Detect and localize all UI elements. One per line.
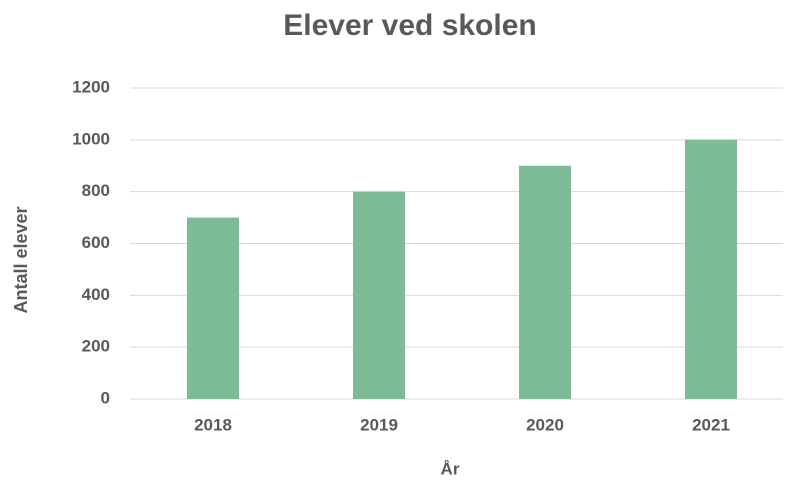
y-tick-label: 200 bbox=[82, 337, 110, 356]
bar bbox=[353, 191, 405, 399]
y-tick-label: 400 bbox=[82, 285, 110, 304]
x-tick-label: 2019 bbox=[360, 415, 398, 434]
y-tick-label: 1000 bbox=[72, 129, 110, 148]
y-tick-label: 800 bbox=[82, 181, 110, 200]
bar bbox=[685, 139, 737, 400]
y-axis-label: Antall elever bbox=[11, 206, 31, 313]
x-tick-label: 2020 bbox=[526, 415, 564, 434]
bar bbox=[187, 217, 239, 399]
y-tick-label: 1200 bbox=[72, 77, 110, 96]
x-axis-label: År bbox=[441, 459, 460, 478]
y-tick-label: 600 bbox=[82, 233, 110, 252]
chart-title: Elever ved skolen bbox=[283, 9, 536, 42]
x-tick-label: 2021 bbox=[692, 415, 730, 434]
y-tick-label: 0 bbox=[101, 388, 110, 407]
x-tick-label: 2018 bbox=[194, 415, 232, 434]
bar bbox=[519, 165, 571, 399]
